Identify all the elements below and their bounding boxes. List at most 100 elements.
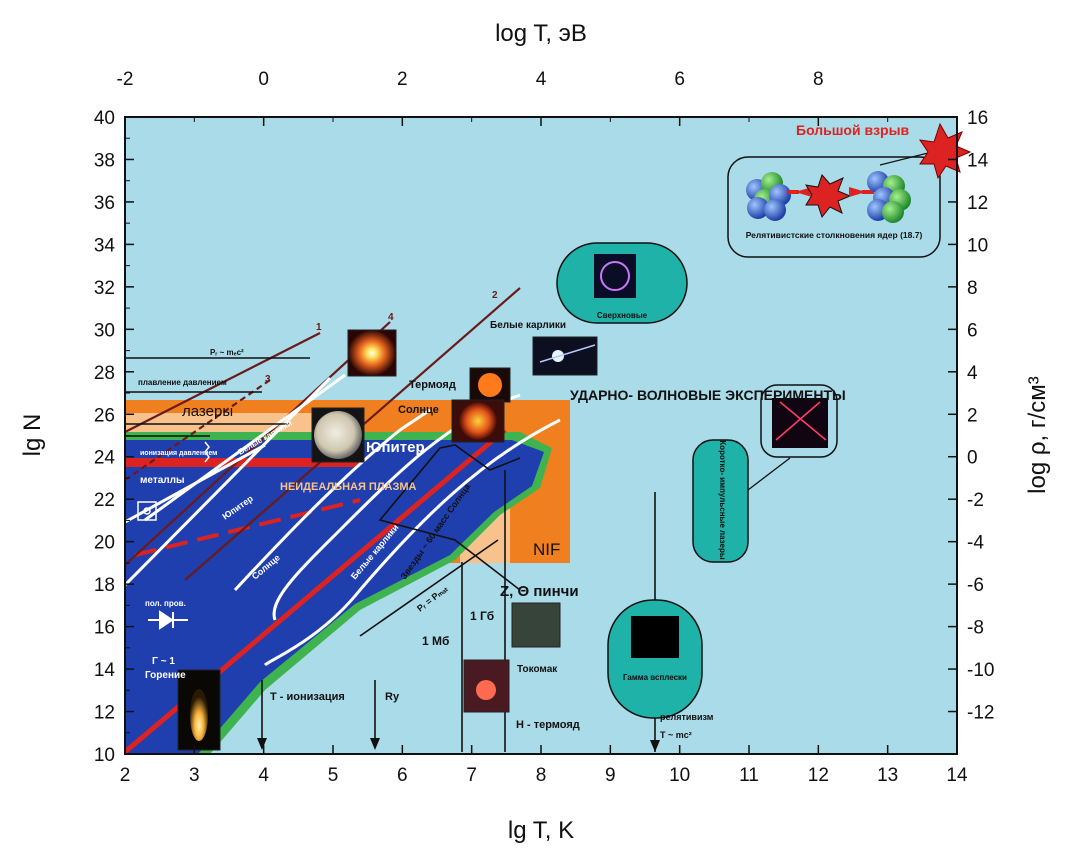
sun-disk xyxy=(459,402,497,440)
ionization-label: T - ионизация xyxy=(270,691,345,703)
ry-arrowhead xyxy=(370,738,380,750)
y-tick-label: 28 xyxy=(94,363,115,384)
nonideal-plasma-region xyxy=(125,440,544,754)
line-3-label: 3 xyxy=(265,374,271,385)
laser-beam-2 xyxy=(779,401,827,441)
metal-lattice-icon xyxy=(137,501,157,521)
gb-label: 1 Гб xyxy=(470,609,494,623)
x-top-tick-label: 0 xyxy=(258,69,269,90)
x-top-axis: -2 0 2 4 6 8 xyxy=(117,69,889,126)
metals-label: металлы xyxy=(140,475,185,486)
mb-label: 1 Мб xyxy=(422,634,449,648)
short-lasers-image xyxy=(772,398,828,448)
inset-images xyxy=(177,329,598,751)
nuclei-collision xyxy=(746,171,911,223)
combustion-label: Горение xyxy=(145,670,186,681)
lasers-label: лазеры xyxy=(182,403,233,420)
y-tick-label: 14 xyxy=(94,660,116,681)
nif-label: NIF xyxy=(533,540,560,559)
y-tick-label: 10 xyxy=(94,745,115,766)
x-tick-label: 7 xyxy=(466,765,477,786)
x-top-tick-label: 8 xyxy=(813,69,824,90)
jupiter-white-line xyxy=(123,376,332,587)
y-tick-label: 38 xyxy=(94,150,115,171)
x-tick-label: 6 xyxy=(397,765,408,786)
x-tick-label: 9 xyxy=(605,765,616,786)
jupiter-label: Юпитер xyxy=(366,439,425,456)
thermonuclear-ball xyxy=(478,373,502,397)
line-4 xyxy=(124,321,391,566)
line-2-label: 2 xyxy=(492,290,498,301)
y-right-tick-label: 8 xyxy=(967,278,978,299)
short-lasers-bubble xyxy=(692,439,749,563)
x-top-title: log T, эВ xyxy=(495,20,587,47)
short-lasers-connector xyxy=(747,457,791,491)
ion-pressure-label: ионизация давлением xyxy=(140,450,217,457)
white-dwarfs-label: Белые карлики xyxy=(490,320,566,331)
x-bottom-title: lg T, K xyxy=(508,817,574,844)
plot-regions xyxy=(125,400,570,754)
pinch-lines xyxy=(378,444,521,591)
y-right-tick-label: 14 xyxy=(967,150,989,171)
sun-label: Солнце xyxy=(398,404,439,416)
supernova-ring xyxy=(600,261,630,291)
x-top-tick-label: -2 xyxy=(117,69,134,90)
y-right-tick-label: -10 xyxy=(967,660,994,681)
x-tick-label: 14 xyxy=(946,765,968,786)
x-tick-label: 10 xyxy=(669,765,690,786)
relativism-arrowhead xyxy=(650,740,660,752)
y-right-tick-label: 10 xyxy=(967,235,988,256)
y-left-title: lg N xyxy=(19,414,46,457)
dashed-red-line xyxy=(134,498,361,557)
ry-label: Ry xyxy=(385,691,400,703)
y-tick-label: 20 xyxy=(94,533,115,554)
x-tick-label: 8 xyxy=(536,765,547,786)
y-tick-label: 32 xyxy=(94,278,115,299)
tokamak-glow xyxy=(476,680,496,700)
line-4-label: 4 xyxy=(388,312,394,323)
gb-pinch-image xyxy=(511,602,561,648)
x-top-tick-label: 2 xyxy=(397,69,408,90)
line-1-label: 1 xyxy=(316,322,322,333)
x-top-tick-label: 4 xyxy=(536,69,547,90)
shock-label: УДАРНО- ВОЛНОВЫЕ ЭКСПЕРИМЕНТЫ xyxy=(570,387,846,403)
laser-beam-1 xyxy=(775,401,821,441)
melting-label: плавление давлением xyxy=(138,378,227,387)
y-right-tick-label: 4 xyxy=(967,363,978,384)
y-tick-label: 30 xyxy=(94,320,115,341)
big-bang-label: Большой взрыв xyxy=(796,122,910,138)
y-right-tick-label: 12 xyxy=(967,193,988,214)
y-right-tick-label: 2 xyxy=(967,405,978,426)
white-dwarf-image xyxy=(532,336,598,376)
metal-white-line xyxy=(144,373,346,522)
tokamak-label: Токомак xyxy=(517,664,558,675)
x-top-tick-label: 6 xyxy=(674,69,685,90)
y-tick-label: 36 xyxy=(94,193,115,214)
y-tick-label: 40 xyxy=(94,108,115,129)
thermonuclear-label: Термояд xyxy=(409,379,456,391)
relativistic-label: Релятивистские столкновения ядер (18.7) xyxy=(746,230,923,240)
y-tick-label: 24 xyxy=(94,448,116,469)
x-tick-label: 5 xyxy=(328,765,339,786)
y-tick-label: 18 xyxy=(94,575,115,596)
arrow-heads xyxy=(257,738,660,752)
x-tick-label: 2 xyxy=(120,765,131,786)
pinch-label: Z, Θ пинчи xyxy=(500,583,579,600)
laser-plasma-image xyxy=(347,329,397,377)
collision-star xyxy=(805,174,852,219)
stars-60-line xyxy=(263,418,561,667)
sun-white-line xyxy=(233,408,431,592)
supernova-label: Сверхновые xyxy=(597,311,648,320)
h-thermo-label: Н - термояд xyxy=(516,719,580,731)
y-tick-label: 22 xyxy=(94,490,115,511)
gamma-image xyxy=(631,616,679,658)
white-dwarf-beam xyxy=(539,344,596,363)
y-tick-label: 12 xyxy=(94,703,115,724)
pr-mc2-label: Pᵣ ~ mₑc² xyxy=(210,348,244,357)
x-tick-label: 11 xyxy=(739,765,759,786)
line-1 xyxy=(124,332,321,433)
gamma1-label: Γ ~ 1 xyxy=(152,656,175,667)
x-tick-label: 4 xyxy=(258,765,269,786)
